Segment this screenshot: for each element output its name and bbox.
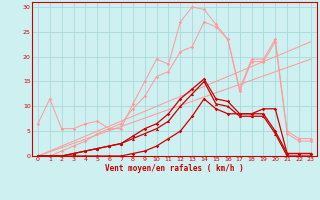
X-axis label: Vent moyen/en rafales ( km/h ): Vent moyen/en rafales ( km/h ) (105, 164, 244, 173)
